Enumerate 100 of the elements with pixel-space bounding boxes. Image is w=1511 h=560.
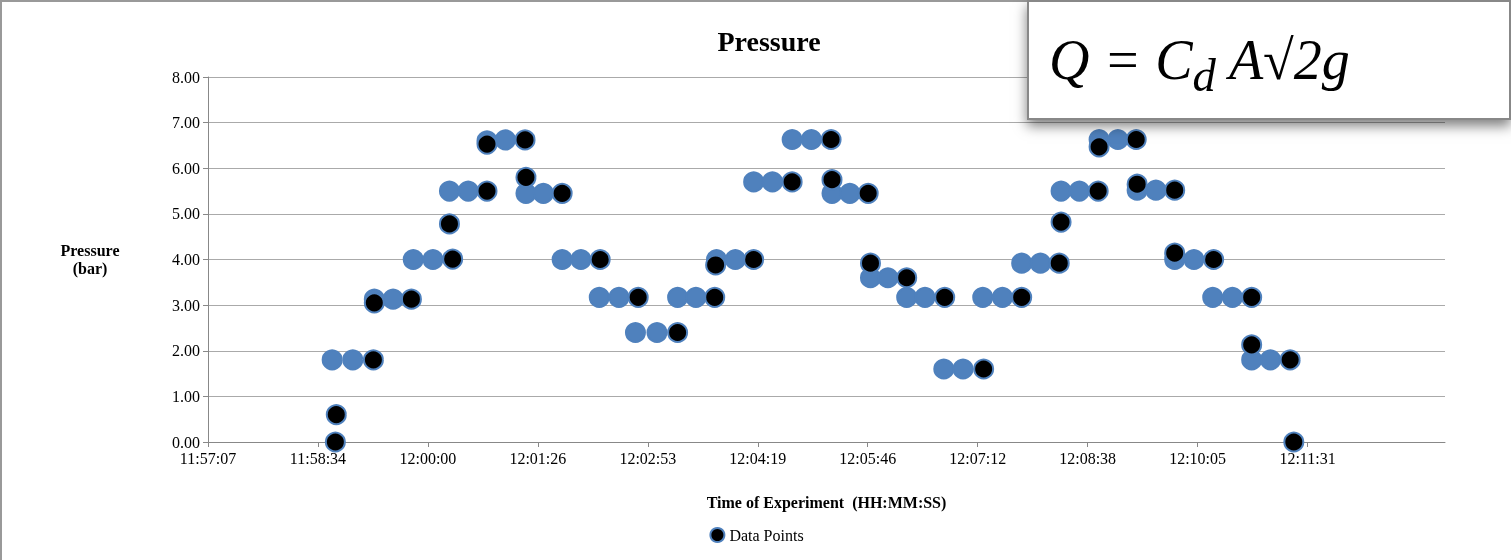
- point: [1011, 286, 1033, 308]
- point: [551, 182, 573, 204]
- y-axis-title: Pressure (bar): [60, 242, 120, 278]
- point: [1164, 242, 1186, 264]
- point: [839, 182, 861, 204]
- point: [914, 286, 936, 308]
- x-tick-label: 12:11:31: [1279, 449, 1336, 467]
- point: [588, 286, 610, 308]
- chart-title: Pressure: [717, 25, 821, 57]
- point: [1011, 252, 1033, 274]
- x-tick-label: 12:04:19: [729, 449, 787, 467]
- point: [1068, 180, 1090, 202]
- point: [705, 254, 727, 276]
- point: [1202, 286, 1224, 308]
- x-tick-label: 12:02:53: [619, 449, 677, 467]
- x-tick-label: 12:05:46: [839, 449, 897, 467]
- point: [476, 180, 498, 202]
- x-tick-label: 12:01:26: [509, 449, 567, 467]
- point: [1241, 286, 1263, 308]
- x-tick-label: 12:07:12: [949, 449, 1007, 467]
- point: [781, 171, 803, 193]
- point: [743, 171, 765, 193]
- legend-label: Data Points: [729, 526, 804, 544]
- point: [952, 358, 974, 380]
- point: [422, 249, 444, 270]
- y-tick-label: 3.00: [172, 296, 200, 314]
- point: [667, 322, 689, 343]
- point: [973, 358, 995, 380]
- point: [820, 129, 842, 150]
- point: [457, 180, 479, 202]
- point: [438, 213, 460, 235]
- point: [821, 169, 843, 191]
- point: [1183, 249, 1205, 270]
- point: [589, 249, 611, 270]
- y-tick-label: 0.00: [172, 433, 200, 451]
- point: [1087, 180, 1109, 202]
- point: [1107, 129, 1129, 150]
- y-tick-label: 2.00: [172, 342, 200, 360]
- point: [685, 286, 707, 308]
- point: [1203, 249, 1225, 270]
- point: [1259, 349, 1281, 371]
- y-tick-label: 8.00: [172, 68, 200, 86]
- point: [515, 166, 537, 188]
- point: [551, 249, 573, 270]
- point: [362, 349, 384, 371]
- point: [627, 286, 649, 308]
- point: [896, 286, 918, 308]
- point: [624, 322, 646, 343]
- point: [1048, 252, 1070, 274]
- point: [991, 286, 1013, 308]
- point: [342, 349, 364, 371]
- point: [1088, 136, 1110, 158]
- x-tick-label: 12:00:00: [399, 449, 457, 467]
- point: [972, 286, 994, 308]
- point: [1126, 173, 1148, 195]
- point: [1164, 179, 1186, 201]
- point: [781, 129, 803, 150]
- point: [608, 286, 630, 308]
- point: [1221, 286, 1243, 308]
- point: [1241, 334, 1263, 356]
- x-tick-label: 12:10:05: [1169, 449, 1227, 467]
- point: [1029, 252, 1051, 274]
- point: [1279, 349, 1301, 371]
- point: [514, 129, 536, 151]
- y-tick-label: 1.00: [172, 387, 200, 405]
- y-tick-label: 4.00: [172, 251, 200, 268]
- point: [325, 404, 347, 426]
- point: [400, 288, 422, 310]
- point: [324, 431, 346, 453]
- note-box: Q = C$_{d}$ A√2g: [1027, 0, 1511, 120]
- x-tick-label: 11:57:07: [179, 449, 237, 467]
- point: [704, 286, 726, 308]
- point: [570, 249, 592, 270]
- point: [877, 267, 899, 289]
- point: [438, 180, 460, 202]
- point: [402, 249, 424, 270]
- point: [860, 252, 881, 274]
- x-axis-title: Time of Experiment (HH:MM:SS): [706, 493, 947, 512]
- point: [321, 349, 343, 371]
- y-tick-label: 7.00: [172, 114, 200, 132]
- point: [896, 267, 918, 289]
- point: [1145, 179, 1167, 201]
- y-tick-label: 6.00: [172, 159, 200, 177]
- y-tick-label: 5.00: [172, 205, 200, 223]
- point: [646, 322, 668, 343]
- point: [743, 249, 765, 270]
- point: [532, 182, 554, 204]
- point: [857, 182, 879, 204]
- point: [667, 286, 689, 308]
- point: [1283, 431, 1305, 453]
- point: [934, 286, 956, 308]
- point: [800, 129, 822, 150]
- point: [933, 358, 955, 380]
- point: [1125, 129, 1147, 150]
- point: [761, 171, 783, 193]
- x-tick-label: 11:58:34: [289, 449, 347, 467]
- point: [442, 248, 464, 270]
- x-tick-label: 12:08:38: [1059, 449, 1117, 467]
- point: [494, 129, 516, 151]
- point: [382, 288, 404, 310]
